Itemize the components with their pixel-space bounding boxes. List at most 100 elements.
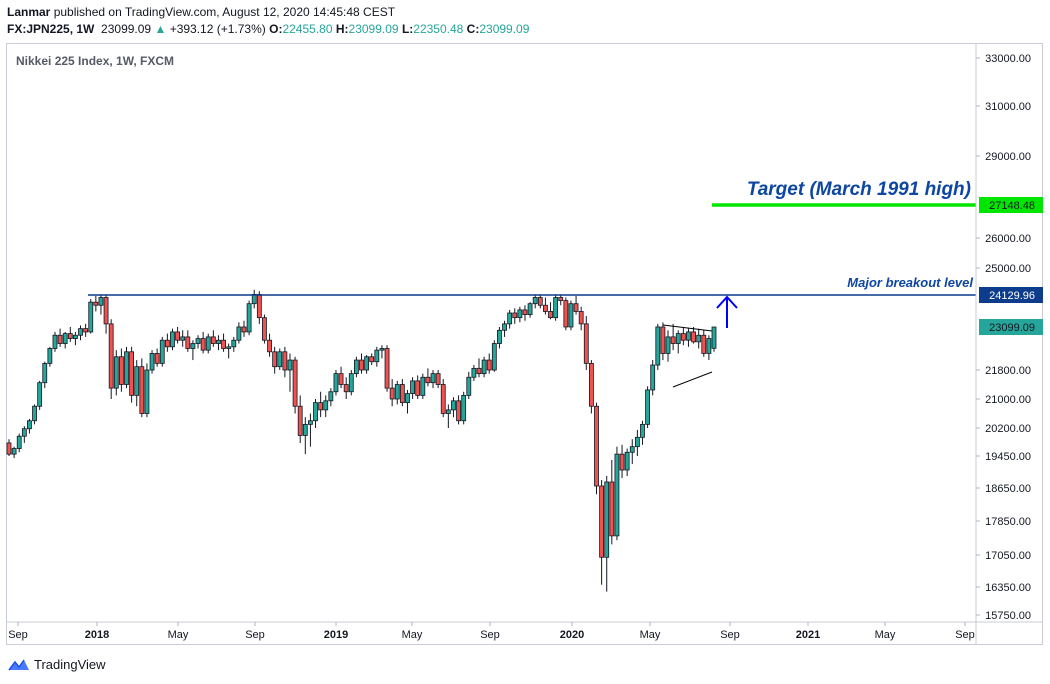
candle-body[interactable] xyxy=(389,387,395,400)
candle-body[interactable] xyxy=(139,366,145,414)
candle-body[interactable] xyxy=(47,348,53,364)
candle-body[interactable] xyxy=(410,380,415,394)
candle-body[interactable] xyxy=(200,338,206,351)
candle-body[interactable] xyxy=(640,423,645,438)
candle-body[interactable] xyxy=(175,331,180,341)
candle-body[interactable] xyxy=(670,336,676,344)
candle-body[interactable] xyxy=(522,309,528,315)
candle-body[interactable] xyxy=(415,380,421,396)
candle-body[interactable] xyxy=(338,373,344,385)
candle-body[interactable] xyxy=(241,326,247,333)
candle-body[interactable] xyxy=(399,384,405,404)
candle-body[interactable] xyxy=(164,339,170,348)
candle-body[interactable] xyxy=(609,481,615,537)
candle-body[interactable] xyxy=(425,376,431,384)
candle-body[interactable] xyxy=(675,333,681,344)
candle-body[interactable] xyxy=(149,353,155,371)
candle-body[interactable] xyxy=(604,481,610,558)
tradingview-brand[interactable]: TradingView xyxy=(8,657,106,672)
candle-body[interactable] xyxy=(67,333,73,339)
candle-body[interactable] xyxy=(558,297,564,301)
candle-body[interactable] xyxy=(108,323,114,389)
candle-body[interactable] xyxy=(466,376,472,396)
candle-body[interactable] xyxy=(502,323,507,331)
candle-body[interactable] xyxy=(517,309,523,319)
candle-body[interactable] xyxy=(553,297,559,319)
candle-body[interactable] xyxy=(660,326,666,354)
candle-body[interactable] xyxy=(369,356,375,363)
candle-body[interactable] xyxy=(568,303,574,328)
candle-body[interactable] xyxy=(624,451,630,471)
candle-body[interactable] xyxy=(144,369,150,414)
candle-body[interactable] xyxy=(588,362,594,407)
candle-body[interactable] xyxy=(486,359,492,371)
candle-body[interactable] xyxy=(185,336,191,349)
candle-body[interactable] xyxy=(37,382,43,407)
candle-body[interactable] xyxy=(634,436,640,448)
candle-body[interactable] xyxy=(282,351,288,371)
candle-body[interactable] xyxy=(246,303,252,333)
candle-body[interactable] xyxy=(118,356,124,385)
candle-body[interactable] xyxy=(216,339,221,344)
candle-body[interactable] xyxy=(308,420,313,425)
candle-body[interactable] xyxy=(491,343,497,371)
candle-body[interactable] xyxy=(394,384,400,400)
candle-body[interactable] xyxy=(420,376,426,396)
candle-body[interactable] xyxy=(195,338,201,344)
candle-body[interactable] xyxy=(343,384,349,393)
author-name[interactable]: Lanmar xyxy=(7,5,51,19)
candle-body[interactable] xyxy=(78,328,83,336)
candle-body[interactable] xyxy=(93,301,99,306)
candle-body[interactable] xyxy=(696,334,702,343)
candle-body[interactable] xyxy=(292,359,298,407)
candle-body[interactable] xyxy=(73,334,78,339)
candle-body[interactable] xyxy=(231,339,237,348)
candle-body[interactable] xyxy=(435,373,441,385)
candle-body[interactable] xyxy=(650,364,656,391)
candle-body[interactable] xyxy=(476,367,482,375)
candle-body[interactable] xyxy=(57,334,63,344)
candle-body[interactable] xyxy=(563,300,569,328)
candle-body[interactable] xyxy=(543,304,548,312)
candle-body[interactable] xyxy=(221,339,226,349)
candle-body[interactable] xyxy=(11,448,17,455)
candle-body[interactable] xyxy=(379,348,385,351)
candle-body[interactable] xyxy=(210,336,216,344)
candle-body[interactable] xyxy=(461,394,467,422)
candle-body[interactable] xyxy=(205,336,211,351)
candle-body[interactable] xyxy=(359,359,364,371)
candle-body[interactable] xyxy=(297,405,303,436)
candle-body[interactable] xyxy=(353,359,359,375)
candle-body[interactable] xyxy=(313,402,318,422)
candle-body[interactable] xyxy=(42,362,48,384)
candle-body[interactable] xyxy=(599,485,605,558)
candle-body[interactable] xyxy=(32,405,37,422)
candle-body[interactable] xyxy=(88,301,94,333)
candle-body[interactable] xyxy=(711,326,717,349)
candle-body[interactable] xyxy=(262,317,267,341)
candle-body[interactable] xyxy=(236,326,242,341)
candle-body[interactable] xyxy=(52,334,58,349)
candle-body[interactable] xyxy=(170,331,175,348)
candle-body[interactable] xyxy=(614,453,620,537)
candle-body[interactable] xyxy=(323,400,329,411)
candle-body[interactable] xyxy=(154,353,160,364)
candle-body[interactable] xyxy=(374,349,380,363)
candle-body[interactable] xyxy=(62,333,68,344)
candle-body[interactable] xyxy=(124,351,129,385)
candle-body[interactable] xyxy=(471,367,477,378)
candle-body[interactable] xyxy=(665,336,671,354)
candle-body[interactable] xyxy=(267,339,272,353)
candle-body[interactable] xyxy=(430,373,436,384)
candle-body[interactable] xyxy=(272,351,278,368)
candle-body[interactable] xyxy=(527,303,533,315)
candle-body[interactable] xyxy=(21,428,27,437)
candle-body[interactable] xyxy=(364,356,370,371)
candle-body[interactable] xyxy=(277,351,283,368)
candle-body[interactable] xyxy=(578,311,584,325)
candle-body[interactable] xyxy=(583,323,589,364)
candle-body[interactable] xyxy=(691,331,696,343)
candle-body[interactable] xyxy=(456,400,461,422)
candle-body[interactable] xyxy=(594,405,599,487)
